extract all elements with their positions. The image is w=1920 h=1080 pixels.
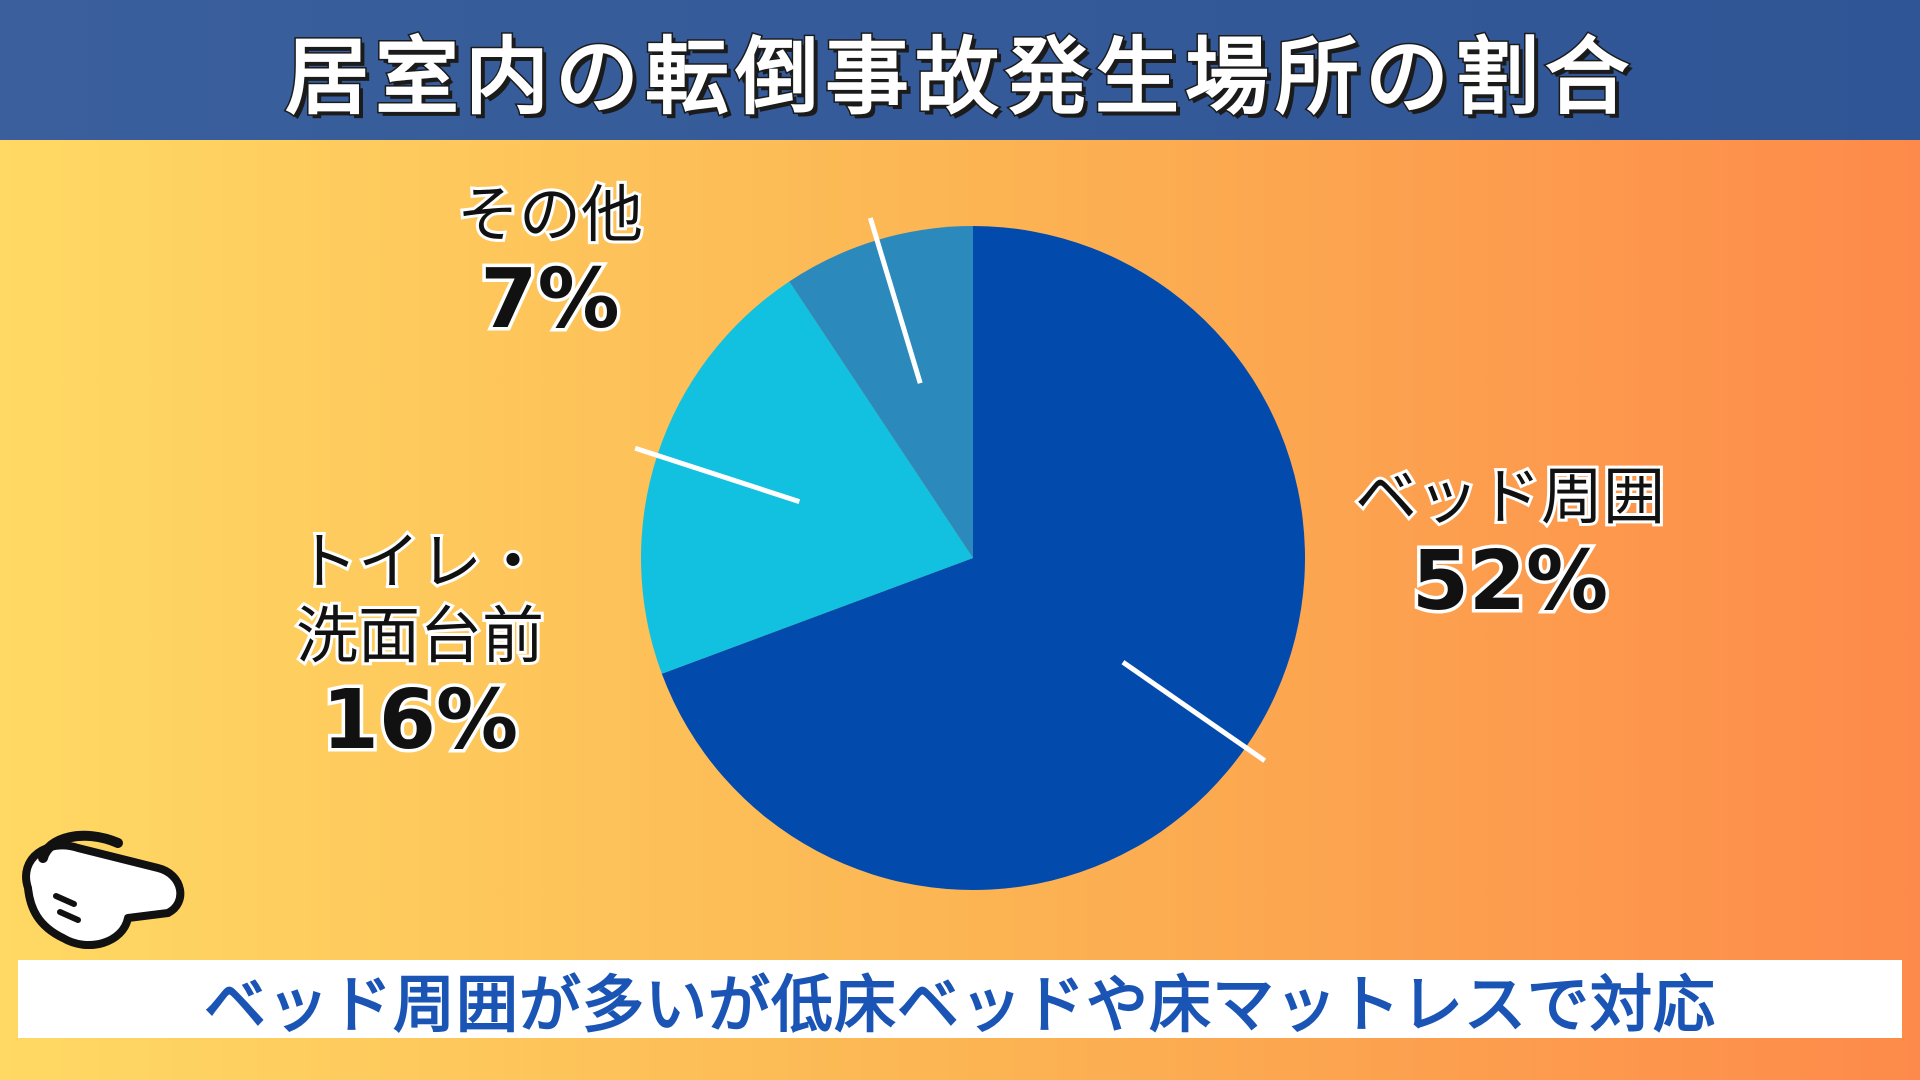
pie-slice-toilet [641, 281, 973, 674]
slice-value-other: 7% [477, 249, 623, 351]
slice-name-toilet-line1: トイレ・ [293, 522, 547, 601]
slice-label-other: その他 7% [400, 175, 700, 351]
slice-label-bed: ベッド周囲 52% [1300, 457, 1720, 633]
pie-slice-other [789, 226, 973, 558]
slice-name-bed: ベッド周囲 [1352, 457, 1668, 536]
leader-line-other [867, 217, 923, 384]
slice-value-toilet: 16% [318, 670, 521, 772]
slice-value-bed: 52% [1408, 531, 1611, 633]
slice-name-toilet-line2: 洗面台前 [293, 596, 547, 675]
slice-name-other: その他 [454, 175, 646, 254]
footer-message: ベッド周囲が多いが低床ベッドや床マットレスで対応 [203, 968, 1716, 1041]
pointing-hand-icon [22, 830, 185, 950]
header-bar: 居室内の転倒事故発生場所の割合 [0, 0, 1920, 140]
pie-slice-bed [661, 226, 1306, 890]
leader-line-toilet [634, 445, 801, 504]
leader-line-bed [1121, 660, 1267, 763]
slice-label-toilet: トイレ・ 洗面台前 16% [230, 522, 610, 772]
footer-banner: ベッド周囲が多いが低床ベッドや床マットレスで対応 [18, 960, 1902, 1041]
page-title: 居室内の転倒事故発生場所の割合 [283, 26, 1635, 127]
